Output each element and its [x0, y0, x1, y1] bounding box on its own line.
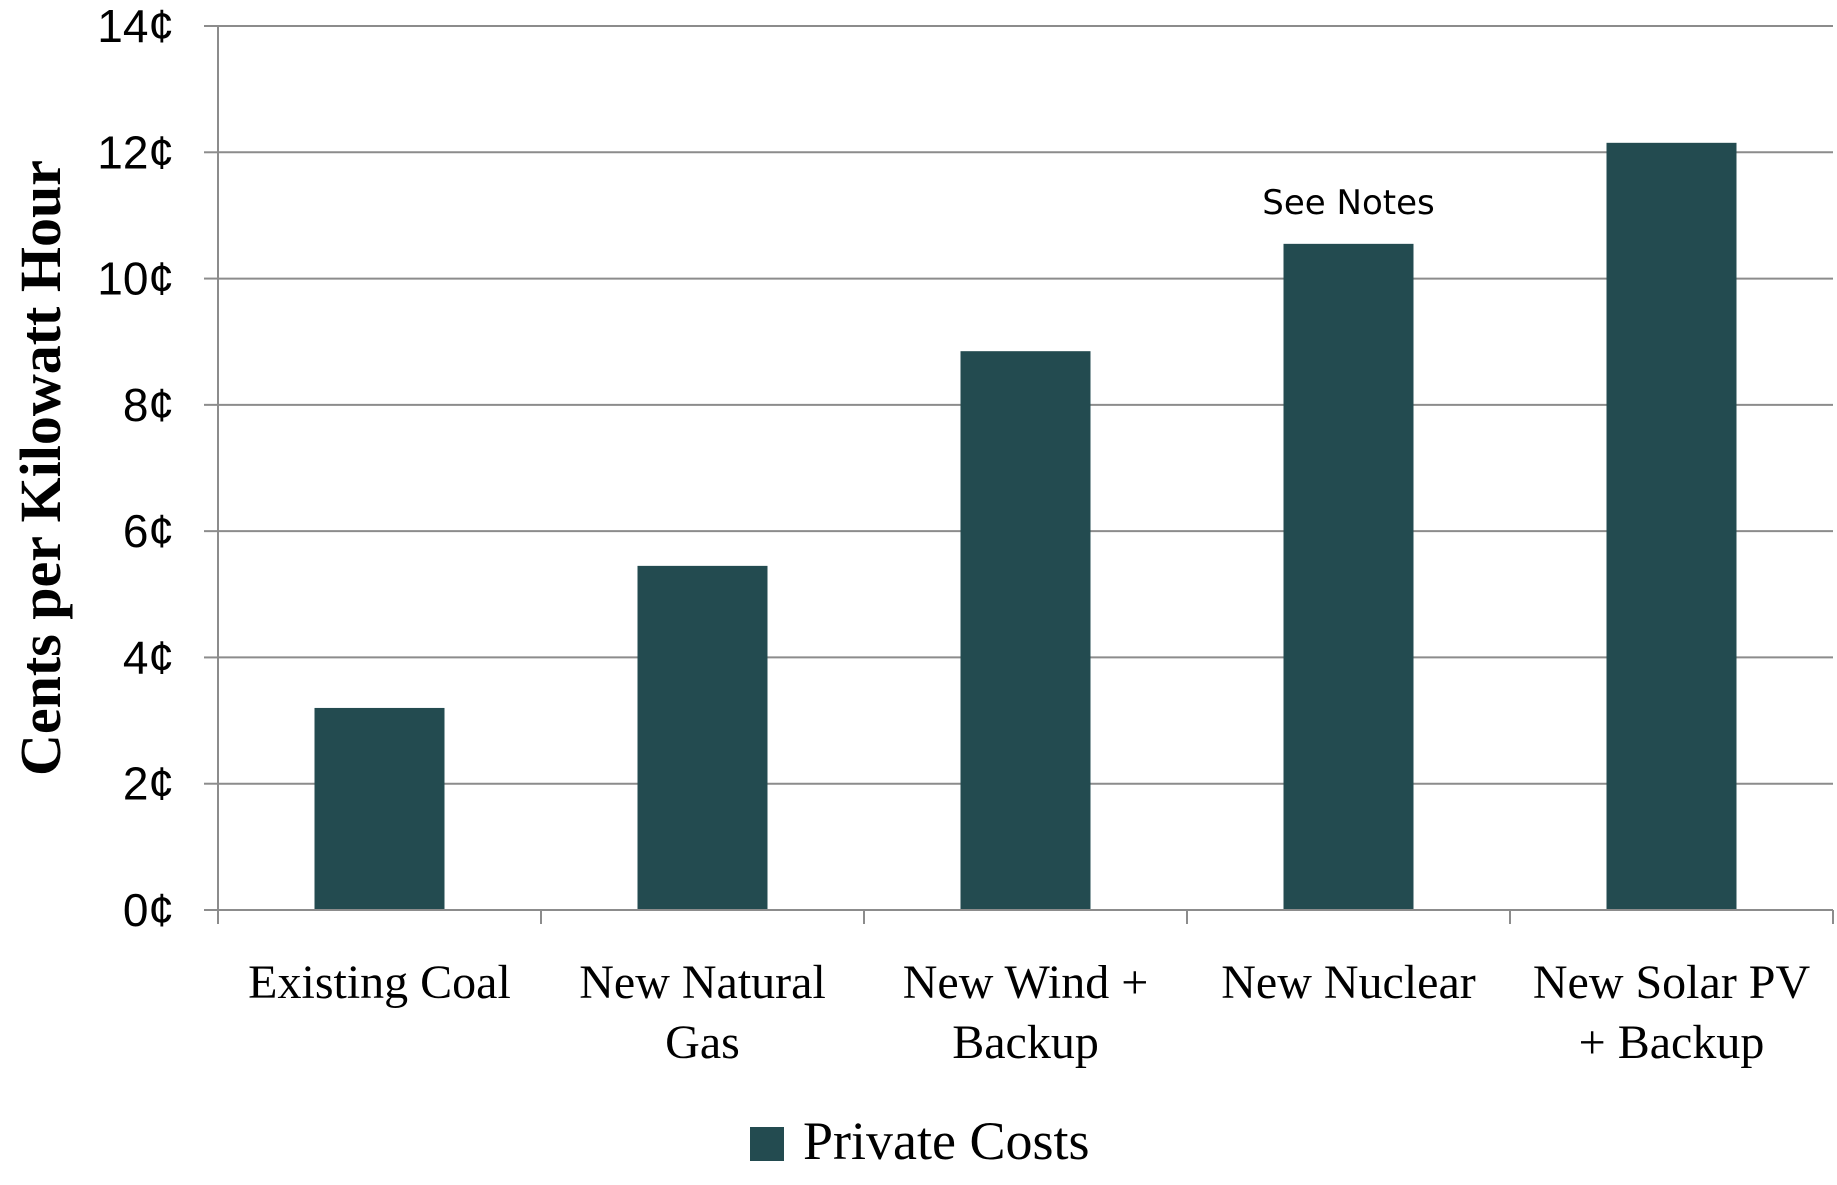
labels: 0¢ 2¢ 4¢ 6¢ 8¢ 10¢ 12¢ 14¢ Existing Coal New Natu… [8, 0, 1810, 1069]
y-axis-title: Cents per Kilowatt Hour [8, 160, 73, 776]
x-category-label: Backup [952, 1016, 1099, 1069]
legend-swatch [750, 1127, 784, 1161]
y-tick-label: 4¢ [123, 631, 174, 683]
x-category-label: Existing Coal [248, 956, 511, 1009]
annotation-label: See Notes [1262, 183, 1434, 223]
y-tick-label: 8¢ [123, 379, 174, 431]
x-category-label: New Solar PV [1533, 956, 1811, 1009]
axes [204, 25, 1834, 924]
bar [637, 565, 768, 910]
x-category-label: New Nuclear [1221, 956, 1476, 1009]
bar [1283, 243, 1414, 911]
y-tick-label: 12¢ [97, 126, 174, 178]
y-tick-label: 2¢ [123, 758, 174, 810]
x-category-label: Gas [665, 1016, 740, 1069]
legend-label: Private Costs [803, 1111, 1090, 1171]
y-tick-label: 6¢ [123, 505, 174, 557]
x-category-label: + Backup [1579, 1016, 1765, 1069]
x-category-label: New Natural [579, 956, 826, 1009]
bars [314, 142, 1737, 911]
y-tick-label: 0¢ [123, 884, 174, 936]
legend: Private Costs [750, 1111, 1090, 1171]
y-tick-label: 10¢ [97, 253, 174, 305]
bar [1606, 142, 1737, 911]
x-category-label: New Wind + [903, 956, 1149, 1009]
y-tick-label: 14¢ [97, 0, 174, 52]
bar [314, 707, 445, 910]
bar [960, 351, 1091, 911]
